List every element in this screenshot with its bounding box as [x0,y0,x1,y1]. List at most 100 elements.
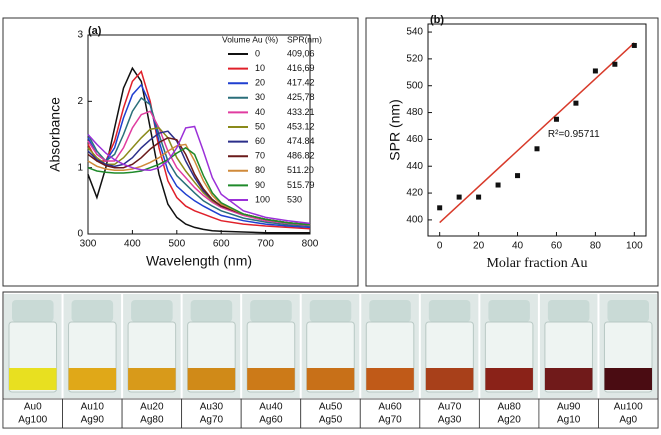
panel-b-frame [365,17,659,287]
vial-label: Au0 [24,402,42,413]
vial-cap [131,300,173,322]
vial-liquid [187,368,236,390]
legend-spr: 433.21 [287,107,315,117]
vial-label: Au50 [319,402,343,413]
vial-label: Au10 [81,402,105,413]
x-tick-label: 500 [168,239,185,250]
panel-a-frame [2,17,359,287]
vial-cap [71,300,114,322]
vial-label: Au40 [259,402,283,413]
data-point [515,173,521,179]
data-point [553,116,559,122]
legend-spr: 425,78 [287,92,315,102]
fit-annotation: R²=0.95711 [548,129,600,140]
vial-label-cell [598,398,659,429]
vial-label: Au60 [378,402,402,413]
vial-label: Ag50 [319,415,343,426]
legend-spr: 474.84 [287,136,315,146]
y-tick-label: 520 [406,54,423,65]
legend-header: Volume Au (%) [222,34,278,44]
y-axis-label: SPR (nm) [387,99,403,160]
vial-liquid [306,368,355,390]
legend-spr: 409,06 [287,48,315,58]
legend-label: 20 [255,78,265,88]
legend-label: 40 [255,107,265,117]
y-tick-label: 480 [406,107,423,118]
vial-liquid [247,368,295,390]
x-tick-label: 600 [213,239,230,250]
data-point [534,146,540,152]
legend-label: 90 [255,180,265,190]
x-tick-label: 60 [551,241,563,252]
panel-label: (a) [88,25,102,37]
data-point [592,68,598,74]
vial-cap [190,300,233,322]
vial-label: Au90 [557,402,581,413]
x-axis-label: Molar fraction Au [486,256,587,271]
vial-label: Ag20 [497,415,521,426]
legend-spr: 515.79 [287,180,315,190]
data-point [456,194,462,200]
legend-spr: 453.12 [287,121,315,131]
vial-label: Ag70 [378,415,402,426]
vial-label: Au80 [497,402,521,413]
vial-cap [250,300,292,322]
y-tick-label: 400 [406,215,423,226]
fit-line [439,42,635,224]
vial-cap [547,300,590,322]
vial-label-cell [181,398,242,429]
data-point [437,205,443,211]
vial-label-cell [240,398,302,429]
legend-label: 80 [255,165,265,175]
y-tick-label: 500 [406,80,423,91]
vial-label: Ag90 [81,415,105,426]
vial-label: Ag70 [200,415,224,426]
vial-label: Ag10 [557,415,581,426]
vial-label-cell [359,398,421,429]
legend-value-header: SPR(nm) [287,34,322,44]
legend-label: 100 [255,194,270,204]
y-tick-label: 0 [77,229,83,240]
spectrum-line [87,146,311,226]
y-tick-label: 540 [406,27,423,38]
x-tick-label: 80 [590,241,602,252]
vial-liquid [128,368,176,390]
x-tick-label: 800 [302,239,319,250]
spectrum-line [87,125,311,225]
vial-label: Ag100 [18,415,47,426]
spectrum-line [87,96,311,227]
data-point [573,100,579,106]
vial-label: Ag30 [438,415,462,426]
vial-cap [488,300,530,322]
spectrum-line [87,130,311,226]
data-point [476,194,482,200]
x-axis-label: Wavelength (nm) [146,253,252,269]
legend-spr: 511.20 [287,165,314,175]
y-tick-label: 3 [77,30,83,41]
legend-label: 60 [255,136,265,146]
legend-label: 70 [255,151,265,161]
data-point [612,61,618,67]
vial-cap [607,300,649,322]
y-tick-label: 460 [406,134,423,145]
vial-label: Ag60 [259,415,283,426]
legend-label: 10 [255,63,265,73]
vial-liquid [366,368,414,390]
plot-frame [427,23,647,237]
vial-label-cell [2,398,63,429]
spectrum-line [87,83,311,229]
legend-label: 30 [255,92,265,102]
vial-liquid [68,368,117,390]
y-tick-label: 420 [406,188,423,199]
x-tick-label: 300 [80,239,97,250]
data-point [495,182,501,188]
panel-label: (b) [430,14,444,26]
vial-liquid [485,368,533,390]
spectrum-line [87,127,311,226]
vial-label: Ag80 [140,415,164,426]
spectrum-line [87,70,311,230]
vial-liquid [9,368,57,390]
legend-spr: 530 [287,194,302,204]
